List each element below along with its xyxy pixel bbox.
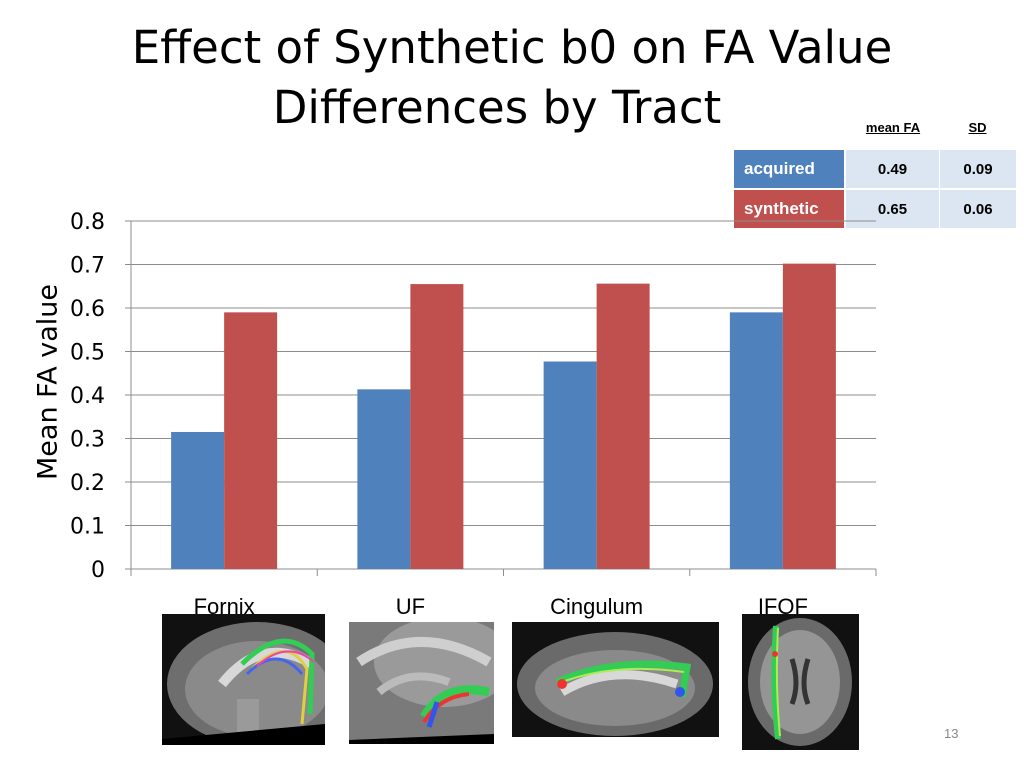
sagittal-uf-tractography-image xyxy=(349,622,494,744)
sagittal-fornix-tractography-image xyxy=(162,614,325,745)
y-tick-label: 0.1 xyxy=(70,515,105,540)
stats-row-acquired: acquired 0.49 0.09 xyxy=(734,150,1016,190)
row-label-synthetic: synthetic xyxy=(734,190,844,228)
y-tick-label: 0.2 xyxy=(70,471,105,496)
title-line-2: Differences by Tract xyxy=(272,81,722,134)
acquired-mean-fa: 0.49 xyxy=(845,150,939,188)
cingulum-image xyxy=(512,622,719,737)
row-label-acquired: acquired xyxy=(734,150,844,188)
title-line-1: Effect of Synthetic b0 on FA Value xyxy=(131,21,893,74)
y-tick-label: 0.7 xyxy=(70,254,105,279)
y-tick-label: 0.5 xyxy=(70,341,105,366)
x-category-label: Cingulum xyxy=(550,594,643,619)
fornix-image xyxy=(162,614,325,745)
x-category-label: UF xyxy=(396,594,425,619)
y-tick-label: 0.3 xyxy=(70,428,105,453)
synthetic-sd: 0.06 xyxy=(939,190,1016,228)
axial-ifof-tractography-image xyxy=(742,614,859,750)
bar-acquired-uf xyxy=(357,389,411,569)
ifof-image xyxy=(742,614,859,750)
y-tick-label: 0.8 xyxy=(70,210,105,235)
y-tick-label: 0 xyxy=(91,558,105,583)
header-sd: SD xyxy=(968,120,987,135)
sagittal-cingulum-tractography-image xyxy=(512,622,719,737)
bar-acquired-cingulum xyxy=(543,361,597,569)
page-number: 13 xyxy=(944,726,959,741)
synthetic-mean-fa: 0.65 xyxy=(845,190,939,228)
acquired-sd: 0.09 xyxy=(939,150,1016,188)
stats-row-synthetic: synthetic 0.65 0.06 xyxy=(734,190,1016,230)
bar-acquired-ifof xyxy=(729,312,783,569)
bar-synthetic-ifof xyxy=(782,263,836,569)
bar-synthetic-fornix xyxy=(224,312,278,569)
bar-acquired-fornix xyxy=(171,431,225,569)
y-tick-label: 0.4 xyxy=(70,384,105,409)
slide-title: Effect of Synthetic b0 on FA Value Diffe… xyxy=(0,18,1024,138)
y-tick-label: 0.6 xyxy=(70,297,105,322)
header-mean-fa: mean FA xyxy=(865,120,921,135)
uf-image xyxy=(349,622,494,744)
bar-synthetic-uf xyxy=(410,284,464,569)
bar-synthetic-cingulum xyxy=(596,283,650,569)
